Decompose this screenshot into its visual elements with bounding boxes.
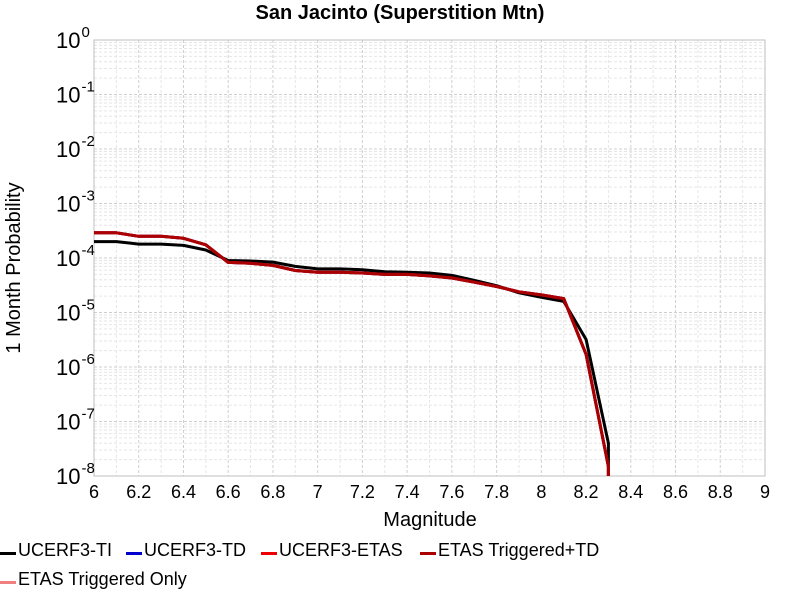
y-tick-label: 10-5 [56,297,95,326]
x-tick-label: 6.6 [216,482,241,502]
x-tick-label: 8.2 [574,482,599,502]
y-tick-label: 10-3 [56,188,95,217]
x-tick-label: 7.8 [484,482,509,502]
y-axis-label: 1 Month Probability [3,182,25,353]
series-layer [94,231,610,476]
legend-swatch [0,581,16,584]
legend-label: UCERF3-TI [18,540,112,560]
x-tick-label: 7.6 [439,482,464,502]
legend-item: ETAS Triggered+TD [420,540,599,561]
legend: UCERF3-TI UCERF3-TD UCERF3-ETAS ETAS Trigge… [0,538,800,598]
legend-swatch [261,552,277,555]
x-tick-label: 8.6 [663,482,688,502]
legend-swatch [126,552,142,555]
x-axis-label: Magnitude [383,509,476,531]
x-tick-labels: 6 6.2 6.4 6.6 6.8 7 7.2 7.4 7.6 7.8 8 8.2 8.4 8.6 8.8 9 [89,482,770,502]
legend-swatch [0,552,16,555]
x-tick-label: 6 [89,482,99,502]
legend-swatch [420,552,436,555]
y-tick-label: 10-6 [56,351,95,380]
legend-label: ETAS Triggered Only [18,569,187,589]
y-tick-label: 10-2 [56,133,95,162]
y-tick-label: 100 [56,24,90,53]
legend-item: UCERF3-ETAS [261,540,403,561]
x-tick-label: 8 [536,482,546,502]
x-tick-label: 6.8 [260,482,285,502]
legend-item: UCERF3-TD [126,540,246,561]
y-tick-labels: 100 10-1 10-2 10-3 10-4 10-5 10-6 10-7 10-8 [56,24,95,489]
x-tick-label: 7 [313,482,323,502]
series-line [94,240,610,476]
legend-label: UCERF3-ETAS [279,540,403,560]
y-tick-label: 10-1 [56,79,95,108]
x-tick-label: 8.4 [618,482,643,502]
legend-item: ETAS Triggered Only [0,569,187,590]
x-tick-label: 6.4 [171,482,196,502]
series-line [94,231,610,476]
grid [93,40,766,477]
legend-label: UCERF3-TD [144,540,246,560]
y-tick-label: 10-8 [56,460,95,489]
y-tick-label: 10-7 [56,406,95,435]
y-tick-label: 10-4 [56,242,95,271]
x-tick-label: 6.2 [126,482,151,502]
x-tick-label: 7.4 [395,482,420,502]
legend-item: UCERF3-TI [0,540,112,561]
x-tick-label: 8.8 [708,482,733,502]
x-tick-label: 7.2 [350,482,375,502]
plot-frame [93,39,766,477]
chart-title: San Jacinto (Superstition Mtn) [256,2,545,24]
legend-label: ETAS Triggered+TD [438,540,600,560]
x-tick-label: 9 [760,482,770,502]
